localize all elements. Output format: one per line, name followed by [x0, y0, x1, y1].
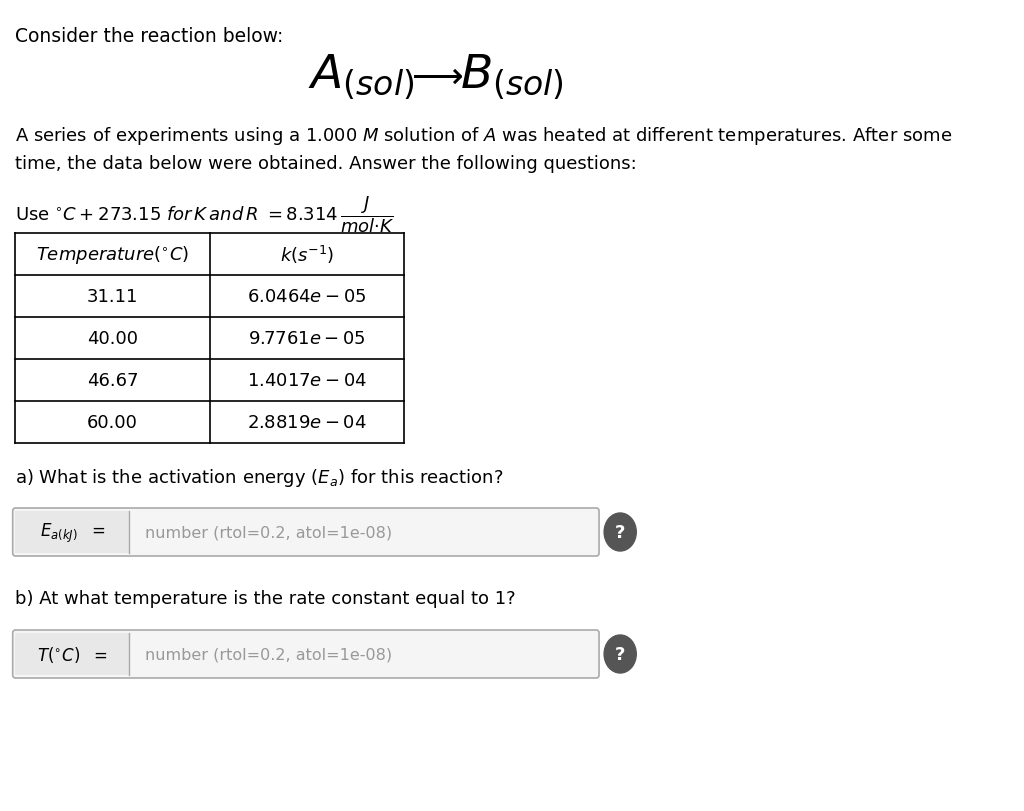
- FancyBboxPatch shape: [15, 512, 129, 553]
- Text: $k(s^{-1})$: $k(s^{-1})$: [280, 243, 334, 266]
- Text: 60.00: 60.00: [87, 414, 138, 431]
- Text: A series of experiments using a 1.000 $\mathit{M}$ solution of $\mathit{A}$ was : A series of experiments using a 1.000 $\…: [15, 125, 952, 147]
- Text: $\mathit{A}_{(sol)}$: $\mathit{A}_{(sol)}$: [308, 53, 415, 101]
- Text: 40.00: 40.00: [87, 329, 138, 348]
- Text: time, the data below were obtained. Answer the following questions:: time, the data below were obtained. Answ…: [15, 155, 637, 173]
- Text: number (rtol=0.2, atol=1e-08): number (rtol=0.2, atol=1e-08): [144, 525, 392, 540]
- Text: $E_{a(kJ)}$  $=$: $E_{a(kJ)}$ $=$: [40, 521, 105, 544]
- Text: $1.4017\mathit{e} - 04$: $1.4017\mathit{e} - 04$: [247, 371, 368, 389]
- Text: $9.7761\mathit{e} - 05$: $9.7761\mathit{e} - 05$: [248, 329, 366, 348]
- Text: $\mathit{Temperature}(^{\circ}C)$: $\mathit{Temperature}(^{\circ}C)$: [36, 243, 189, 266]
- Circle shape: [604, 635, 636, 673]
- Text: Use $^{\circ}C + 273.15$ $\mathit{for\, K\, and\, R}$ $= 8.314\,\dfrac{J}{mol{\c: Use $^{\circ}C + 273.15$ $\mathit{for\, …: [15, 194, 394, 234]
- Circle shape: [604, 513, 636, 551]
- Text: $2.8819\mathit{e} - 04$: $2.8819\mathit{e} - 04$: [248, 414, 367, 431]
- Text: $\longrightarrow$: $\longrightarrow$: [403, 60, 463, 94]
- FancyBboxPatch shape: [12, 630, 599, 678]
- Text: ?: ?: [615, 646, 626, 663]
- FancyBboxPatch shape: [15, 633, 129, 676]
- Text: $T(^{\circ}C)$  $=$: $T(^{\circ}C)$ $=$: [37, 644, 108, 664]
- Text: Consider the reaction below:: Consider the reaction below:: [15, 27, 284, 46]
- Text: 46.67: 46.67: [87, 371, 138, 389]
- Text: $6.0464\mathit{e} - 05$: $6.0464\mathit{e} - 05$: [248, 288, 367, 306]
- Text: number (rtol=0.2, atol=1e-08): number (rtol=0.2, atol=1e-08): [144, 646, 392, 662]
- Text: a) What is the activation energy $(E_a)$ for this reaction?: a) What is the activation energy $(E_a)$…: [15, 466, 504, 488]
- Text: ?: ?: [615, 523, 626, 541]
- Text: 31.11: 31.11: [87, 288, 138, 306]
- Text: b) At what temperature is the rate constant equal to 1?: b) At what temperature is the rate const…: [15, 590, 516, 607]
- FancyBboxPatch shape: [12, 508, 599, 556]
- Text: $\mathit{B}_{(sol)}$: $\mathit{B}_{(sol)}$: [460, 53, 564, 101]
